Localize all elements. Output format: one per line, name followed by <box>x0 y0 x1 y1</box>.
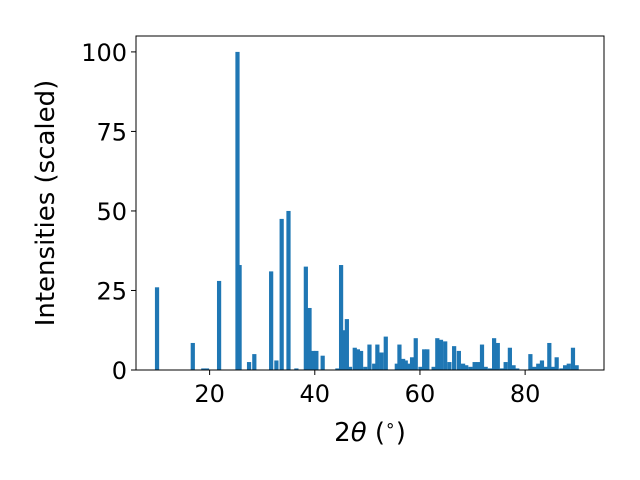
bar <box>294 368 299 370</box>
bar <box>559 368 564 370</box>
bar <box>550 366 556 370</box>
bar <box>311 350 316 370</box>
bar <box>397 344 402 370</box>
x-tick-label: 20 <box>194 380 225 408</box>
bar <box>460 363 466 370</box>
bar <box>566 363 571 370</box>
bar <box>456 350 461 370</box>
y-axis-ticks: 0 25 50 75 100 <box>81 39 136 385</box>
x-axis-title: 2θ (∘) <box>334 416 406 448</box>
bar <box>507 347 512 370</box>
bar <box>425 349 430 370</box>
y-tick-label: 75 <box>96 118 127 146</box>
bar <box>554 357 559 370</box>
bar <box>338 265 344 370</box>
bar <box>401 358 406 370</box>
bar <box>358 350 364 370</box>
bar <box>499 368 505 370</box>
bar <box>216 280 222 370</box>
bar <box>570 347 576 370</box>
bar <box>383 336 388 370</box>
bar <box>435 338 440 370</box>
plot-frame <box>135 35 605 371</box>
bar <box>237 265 242 370</box>
bar <box>495 342 500 370</box>
bar <box>543 366 548 370</box>
bar <box>394 363 399 370</box>
bar <box>487 368 492 370</box>
bar <box>286 210 291 370</box>
y-tick-label: 0 <box>112 357 127 385</box>
bar <box>447 362 452 370</box>
bar <box>335 368 340 370</box>
bar <box>468 366 473 370</box>
x-tick-label: 40 <box>300 380 331 408</box>
bar <box>464 365 469 370</box>
bar <box>352 347 357 370</box>
bar <box>443 341 448 370</box>
bar <box>235 51 240 371</box>
bar <box>372 363 377 370</box>
bar <box>307 307 312 370</box>
bar <box>528 354 533 370</box>
bar <box>547 342 552 370</box>
bar <box>532 366 537 370</box>
bar <box>379 352 384 370</box>
bar <box>190 342 195 370</box>
bar <box>375 344 380 370</box>
bar <box>438 339 444 370</box>
bar <box>252 354 257 370</box>
y-tick-label: 50 <box>96 198 127 226</box>
bar <box>409 357 415 370</box>
bar <box>406 363 412 370</box>
x-tick-label: 60 <box>405 380 436 408</box>
bars-group <box>154 51 579 371</box>
bar <box>418 366 423 370</box>
bar <box>320 355 325 370</box>
bar <box>479 344 485 370</box>
bar <box>303 266 308 370</box>
bar <box>476 362 481 370</box>
bar <box>279 218 284 370</box>
bar <box>347 366 353 370</box>
bar <box>472 362 477 370</box>
bar <box>503 362 508 370</box>
bar <box>154 287 160 370</box>
bar <box>344 319 349 370</box>
bar <box>539 360 545 370</box>
bar <box>515 368 520 370</box>
y-axis-title: Intensities (scaled) <box>31 80 61 327</box>
bar <box>452 346 457 370</box>
x-tick-label: 80 <box>510 380 541 408</box>
bar <box>274 360 279 370</box>
y-tick-label: 100 <box>81 39 127 67</box>
bar <box>536 363 541 370</box>
bar <box>269 271 274 370</box>
bar <box>204 368 210 370</box>
y-tick-label: 25 <box>96 277 127 305</box>
bar <box>246 362 252 370</box>
bar <box>363 366 368 370</box>
bar <box>483 366 488 370</box>
bar <box>431 366 436 370</box>
bar <box>511 365 516 370</box>
bar <box>201 368 206 370</box>
bar <box>367 344 372 370</box>
bar <box>413 338 418 370</box>
bar <box>422 349 427 370</box>
bar <box>574 365 579 370</box>
bar <box>403 360 408 370</box>
bar <box>492 338 497 370</box>
bar <box>562 365 568 370</box>
bar <box>355 349 361 370</box>
bar <box>314 350 319 370</box>
x-axis-ticks: 20 40 60 80 <box>194 370 540 408</box>
